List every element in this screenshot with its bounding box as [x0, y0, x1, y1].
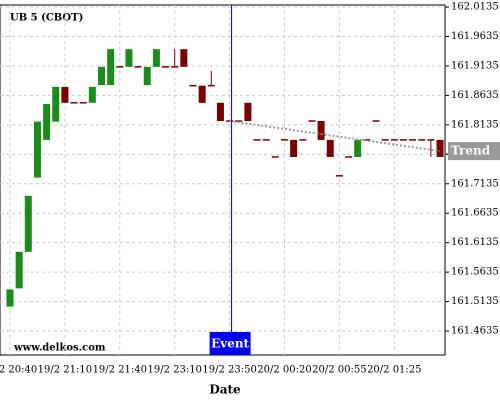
candle-body [335, 175, 343, 177]
candle-body [98, 66, 105, 86]
event-box [209, 332, 251, 355]
watermark: www.delkos.com [13, 343, 106, 354]
candle-body [107, 49, 115, 86]
candle-body [79, 102, 87, 104]
trend-label-box [448, 142, 500, 161]
candle-body [207, 84, 215, 87]
candle-body [152, 49, 160, 67]
candle-body [262, 139, 270, 141]
x-tick-label: 20/2 01:25 [367, 365, 421, 376]
candle-body [354, 139, 362, 157]
candle-body [43, 103, 51, 140]
trend-line [229, 120, 441, 153]
plot-frame [0, 4, 446, 356]
candle-body [15, 251, 23, 289]
y-tick-label: 162.0135 [451, 2, 499, 13]
candle-body [390, 139, 398, 141]
candle-body [116, 66, 124, 68]
trend-label: Trend [451, 144, 491, 158]
candle-body [6, 289, 14, 307]
candle-body [216, 102, 224, 122]
y-tick-label: 161.8135 [451, 119, 499, 130]
x-tick-label: 19/2 21:40 [93, 365, 147, 376]
candle-body [363, 139, 371, 141]
candle-body [52, 86, 60, 122]
candle-body [235, 120, 243, 122]
candle-body [70, 102, 78, 104]
candle-body [134, 66, 142, 68]
candle-body [345, 156, 353, 158]
candle-body [143, 66, 151, 86]
candle-body [326, 139, 334, 157]
event-label: Event [211, 337, 249, 351]
candle-body [33, 121, 41, 178]
candle-body [162, 66, 170, 68]
candle-body [418, 139, 426, 141]
candle-body [381, 139, 389, 141]
x-tick-label: 19/2 20:40 [0, 365, 37, 376]
y-tick-label: 161.8635 [451, 90, 499, 101]
candle-body [244, 102, 252, 122]
candle-body [125, 49, 133, 67]
chart-title: UB 5 (CBOT) [10, 13, 83, 24]
candle-body [253, 139, 261, 141]
candle-body [88, 86, 96, 103]
candle-body [198, 85, 206, 103]
y-tick-label: 161.7135 [451, 178, 499, 189]
candle-body [372, 120, 380, 122]
candle-body [399, 139, 407, 141]
candle-body [61, 86, 69, 103]
y-tick-label: 161.5635 [451, 267, 499, 278]
candle-body [299, 139, 307, 141]
x-axis-title: Date [209, 383, 241, 397]
x-tick-label: 20/2 00:55 [312, 365, 366, 376]
candle-body [436, 139, 444, 157]
x-tick-label: 20/2 00:20 [257, 365, 311, 376]
x-tick-label: 19/2 23:10 [147, 365, 201, 376]
candle-body [180, 49, 188, 67]
candle-body [317, 121, 325, 140]
candle-body [427, 139, 435, 141]
candle-body [281, 139, 288, 141]
candle-body [189, 84, 197, 87]
y-tick-label: 161.6135 [451, 237, 499, 248]
y-tick-label: 161.5135 [451, 296, 499, 307]
candle-body [24, 195, 32, 252]
candle-body [171, 66, 179, 68]
y-tick-label: 161.6635 [451, 208, 499, 219]
y-tick-label: 161.9135 [451, 60, 499, 71]
x-tick-label: 19/2 21:10 [38, 365, 92, 376]
y-tick-label: 161.4635 [451, 326, 499, 337]
candle-body [271, 156, 279, 158]
candle-body [308, 120, 316, 122]
x-tick-label: 19/2 23:50 [202, 365, 256, 376]
candle-body [409, 139, 417, 141]
candle-body [290, 139, 298, 157]
y-tick-label: 161.9635 [451, 31, 499, 42]
